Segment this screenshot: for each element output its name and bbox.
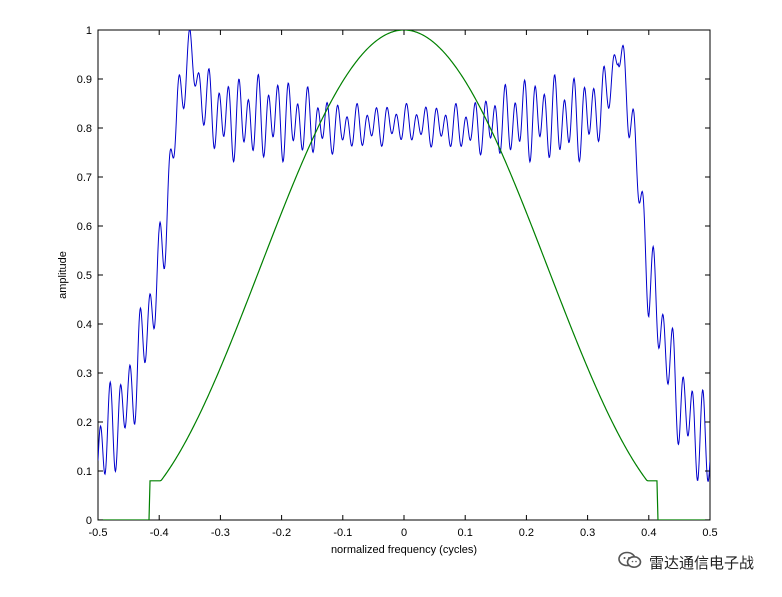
watermark: 雷达通信电子战	[617, 550, 754, 575]
wechat-icon	[617, 550, 643, 575]
y-tick-label: 0.5	[77, 270, 92, 282]
y-tick-label: 0.9	[77, 74, 92, 86]
x-tick-label: 0.5	[702, 527, 717, 539]
x-tick-label: 0	[401, 527, 407, 539]
y-tick-label: 0.2	[77, 417, 92, 429]
y-tick-label: 0	[86, 515, 92, 527]
y-tick-label: 0.1	[77, 466, 92, 478]
x-tick-label: 0.3	[580, 527, 595, 539]
green-series-line	[98, 30, 710, 520]
watermark-text: 雷达通信电子战	[648, 554, 754, 572]
x-tick-label: -0.1	[333, 527, 352, 539]
blue-series-line	[98, 30, 710, 482]
y-tick-label: 0.8	[77, 123, 92, 135]
y-tick-label: 1	[86, 25, 92, 37]
x-tick-label: 0.1	[458, 527, 473, 539]
y-tick-label: 0.3	[77, 368, 92, 380]
x-tick-label: -0.4	[150, 527, 169, 539]
x-tick-label: 0.2	[519, 527, 534, 539]
y-tick-label: 0.4	[77, 319, 92, 331]
x-tick-label: -0.3	[211, 527, 230, 539]
plot-frame	[97, 29, 711, 521]
x-axis-title: normalized frequency (cycles)	[331, 544, 477, 556]
x-tick-label: 0.4	[641, 527, 656, 539]
y-tick-label: 0.7	[77, 172, 92, 184]
y-tick-label: 0.6	[77, 221, 92, 233]
x-tick-label: -0.5	[89, 527, 108, 539]
y-axis-title: amplitude	[57, 251, 69, 299]
x-tick-label: -0.2	[272, 527, 291, 539]
